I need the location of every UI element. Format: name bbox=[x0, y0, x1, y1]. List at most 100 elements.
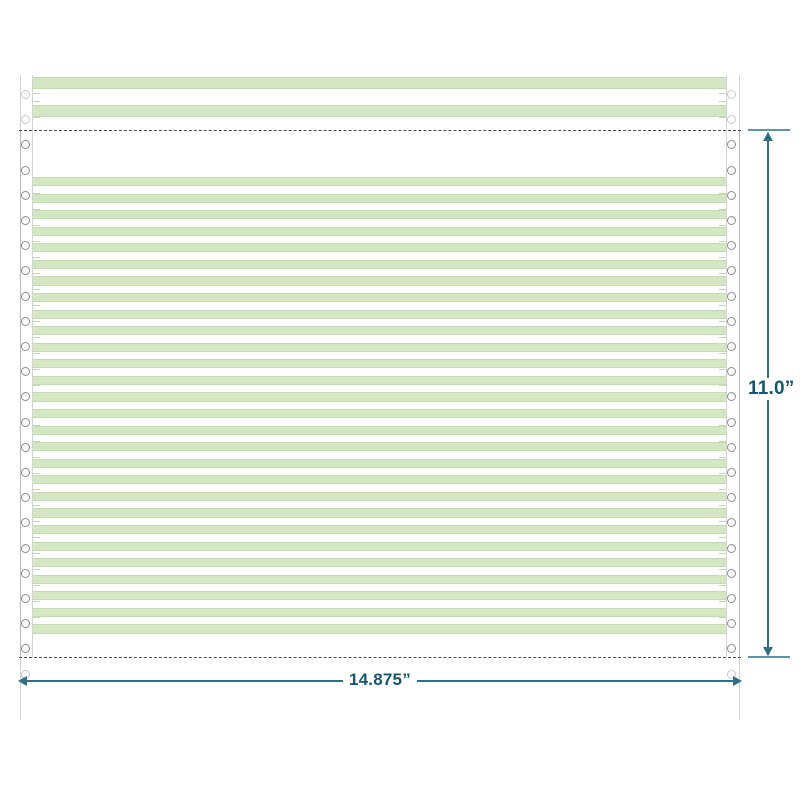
stripe bbox=[33, 326, 726, 336]
sprocket-hole-icon bbox=[727, 165, 736, 175]
arrow-up-icon bbox=[763, 132, 773, 141]
sprocket-hole-icon bbox=[727, 266, 736, 276]
sprocket-hole-icon bbox=[21, 266, 30, 276]
stripe bbox=[33, 105, 726, 117]
main-sheet-right-inner-rule bbox=[726, 130, 727, 657]
sprocket-hole-icon bbox=[21, 619, 30, 629]
stripe bbox=[33, 276, 726, 286]
sprocket-hole-icon bbox=[727, 518, 736, 528]
sprocket-hole-icon bbox=[21, 518, 30, 528]
stripe bbox=[33, 475, 726, 485]
sprocket-hole-icon bbox=[727, 342, 736, 351]
stripe bbox=[33, 442, 726, 452]
stripe bbox=[33, 392, 726, 402]
stripe bbox=[33, 210, 726, 220]
top-sheet-green-band bbox=[33, 77, 726, 121]
sprocket-hole-icon bbox=[21, 241, 30, 251]
sprocket-hole-icon bbox=[727, 190, 736, 200]
sprocket-hole-icon bbox=[727, 291, 736, 301]
top-sheet-right-inner-rule bbox=[726, 75, 727, 130]
sprocket-hole-icon bbox=[21, 140, 30, 150]
sprocket-hole-icon bbox=[21, 543, 30, 553]
stripe bbox=[33, 409, 726, 419]
stripe bbox=[33, 342, 726, 352]
stripe bbox=[33, 541, 726, 551]
arrow-left-icon bbox=[18, 676, 27, 686]
top-sheet-left-inner-rule bbox=[32, 75, 33, 130]
stripe bbox=[33, 293, 726, 303]
sprocket-hole-icon bbox=[727, 216, 736, 225]
bottom-sheet-right-rule bbox=[739, 657, 740, 720]
sprocket-hole-icon bbox=[727, 493, 736, 503]
main-sheet-left-inner-rule bbox=[32, 130, 33, 657]
sprocket-hole-icon bbox=[727, 90, 736, 99]
stripe bbox=[33, 359, 726, 369]
sprocket-hole-icon bbox=[21, 442, 30, 452]
sprocket-hole-icon bbox=[727, 543, 736, 553]
stripe bbox=[33, 193, 726, 203]
sprocket-hole-icon bbox=[21, 115, 30, 125]
sprocket-hole-icon bbox=[21, 392, 30, 402]
sprocket-hole-icon bbox=[727, 241, 736, 251]
sprocket-hole-icon bbox=[727, 594, 736, 603]
sprocket-hole-icon bbox=[727, 568, 736, 578]
sprocket-hole-icon bbox=[21, 165, 30, 175]
band-tick-marks-left bbox=[33, 77, 40, 121]
stripe bbox=[33, 574, 726, 584]
sprocket-hole-icon bbox=[21, 568, 30, 578]
sprocket-hole-icon bbox=[21, 417, 30, 427]
sprocket-hole-icon bbox=[21, 216, 30, 225]
band-tick-marks-right bbox=[719, 77, 726, 121]
sprocket-hole-icon bbox=[727, 669, 736, 679]
bottom-sheet-left-rule bbox=[20, 657, 21, 720]
sprocket-hole-icon bbox=[727, 442, 736, 452]
sprocket-hole-icon bbox=[21, 291, 30, 301]
sprocket-hole-icon bbox=[21, 644, 30, 654]
sprocket-hole-icon bbox=[727, 417, 736, 427]
sprocket-hole-icon bbox=[21, 90, 30, 99]
stripe bbox=[33, 375, 726, 385]
sprocket-hole-icon bbox=[727, 468, 736, 477]
stripe bbox=[33, 591, 726, 601]
sprocket-hole-icon bbox=[727, 115, 736, 125]
sprocket-hole-icon bbox=[21, 367, 30, 377]
stripe bbox=[33, 624, 726, 634]
stripe bbox=[33, 77, 726, 89]
stripe bbox=[33, 558, 726, 568]
stripe bbox=[33, 508, 726, 518]
sprocket-hole-icon bbox=[727, 644, 736, 654]
stripe bbox=[33, 425, 726, 435]
sprocket-hole-icon bbox=[727, 392, 736, 402]
sprocket-hole-icon bbox=[21, 468, 30, 477]
stripe bbox=[33, 309, 726, 319]
width-dimension-label: 14.875” bbox=[343, 670, 417, 690]
stripe bbox=[33, 177, 726, 187]
sprocket-hole-icon bbox=[21, 493, 30, 503]
stripe bbox=[33, 259, 726, 269]
sprocket-hole-icon bbox=[727, 316, 736, 326]
sprocket-hole-icon bbox=[727, 140, 736, 150]
main-sheet-left-rule bbox=[20, 130, 21, 657]
sprocket-hole-icon bbox=[21, 594, 30, 603]
perforation-line-bottom bbox=[19, 657, 741, 658]
stripe bbox=[33, 607, 726, 617]
top-sheet-right-rule bbox=[739, 75, 740, 130]
arrow-down-icon bbox=[763, 647, 773, 656]
sprocket-hole-icon bbox=[21, 190, 30, 200]
stripe bbox=[33, 491, 726, 501]
height-dimension-label: 11.0” bbox=[742, 378, 800, 400]
height-dim-cap-top bbox=[748, 129, 790, 131]
arrow-right-icon bbox=[733, 676, 742, 686]
stripe bbox=[33, 243, 726, 253]
sprocket-hole-icon bbox=[21, 342, 30, 351]
main-sheet-right-rule bbox=[739, 130, 740, 657]
stripe bbox=[33, 458, 726, 468]
stripe bbox=[33, 226, 726, 236]
stripe bbox=[33, 525, 726, 535]
perforation-line-top bbox=[19, 130, 741, 131]
sprocket-hole-icon bbox=[727, 619, 736, 629]
main-sheet-green-band bbox=[33, 177, 726, 641]
height-dim-cap-bottom bbox=[748, 656, 790, 658]
sprocket-hole-icon bbox=[727, 367, 736, 377]
